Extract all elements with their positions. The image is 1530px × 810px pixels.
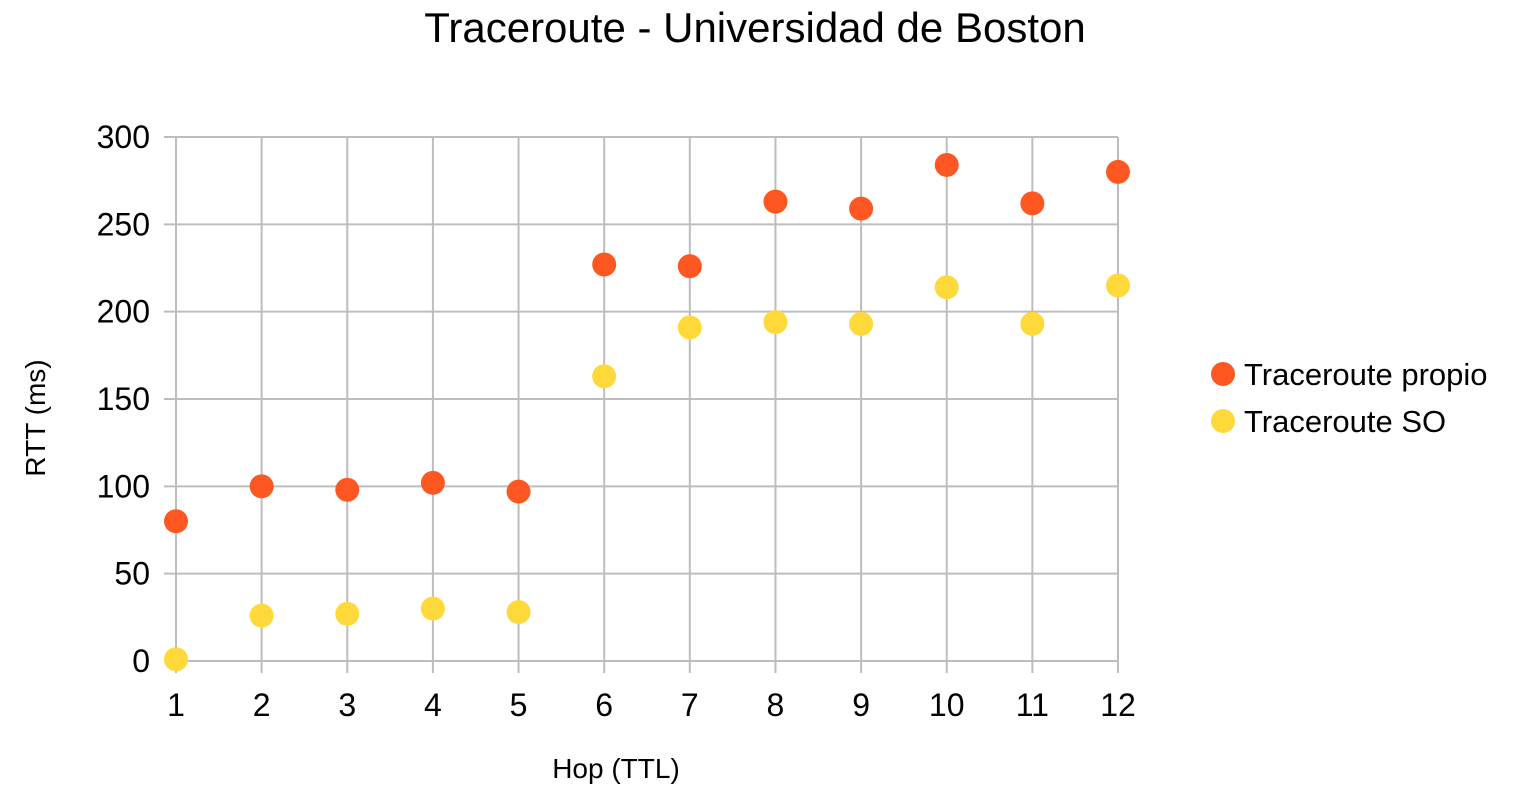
chart-title: Traceroute - Universidad de Boston bbox=[424, 4, 1085, 51]
y-tick-label: 300 bbox=[97, 119, 150, 155]
legend-label: Traceroute propio bbox=[1244, 357, 1488, 392]
data-point bbox=[1020, 191, 1045, 216]
x-tick-label: 5 bbox=[510, 687, 528, 723]
x-tick-label: 9 bbox=[852, 687, 870, 723]
y-tick-label: 100 bbox=[97, 468, 150, 504]
grid bbox=[164, 136, 1119, 673]
x-tick-label: 6 bbox=[595, 687, 613, 723]
x-tick-label: 4 bbox=[424, 687, 442, 723]
data-point bbox=[249, 603, 274, 628]
data-point bbox=[592, 364, 617, 389]
data-point bbox=[506, 600, 531, 625]
y-tick-label: 250 bbox=[97, 206, 150, 242]
legend: Traceroute propio Traceroute SO bbox=[1211, 357, 1488, 439]
data-point bbox=[849, 196, 874, 221]
data-point bbox=[1106, 159, 1130, 184]
data-point bbox=[592, 252, 617, 277]
data-point bbox=[335, 601, 360, 626]
legend-marker bbox=[1211, 362, 1235, 386]
x-tick-label: 3 bbox=[338, 687, 356, 723]
x-tick-label: 8 bbox=[767, 687, 785, 723]
x-axis-title: Hop (TTL) bbox=[552, 753, 680, 784]
x-axis-ticks: 1 2 3 4 5 6 7 8 9 10 11 12 bbox=[167, 687, 1136, 723]
y-tick-label: 150 bbox=[97, 381, 150, 417]
data-point bbox=[677, 254, 702, 279]
data-point bbox=[677, 315, 702, 340]
legend-label: Traceroute SO bbox=[1244, 404, 1446, 439]
data-point bbox=[249, 474, 274, 499]
data-point bbox=[849, 311, 874, 336]
y-tick-label: 50 bbox=[114, 556, 150, 592]
data-point bbox=[1020, 311, 1045, 336]
y-tick-label: 0 bbox=[132, 643, 150, 679]
x-tick-label: 12 bbox=[1100, 687, 1136, 723]
data-point bbox=[420, 596, 445, 621]
data-point bbox=[164, 647, 188, 672]
y-tick-label: 200 bbox=[97, 294, 150, 330]
x-tick-label: 1 bbox=[167, 687, 185, 723]
data-point bbox=[934, 152, 959, 177]
data-point bbox=[420, 470, 445, 495]
data-point bbox=[506, 479, 531, 504]
data-point bbox=[164, 509, 188, 534]
x-tick-label: 7 bbox=[681, 687, 699, 723]
data-point bbox=[1106, 273, 1130, 298]
x-tick-label: 11 bbox=[1016, 687, 1049, 723]
x-tick-label: 2 bbox=[253, 687, 271, 723]
data-point bbox=[335, 477, 360, 502]
y-axis-ticks: 0 50 100 150 200 250 300 bbox=[97, 119, 150, 679]
data-point bbox=[763, 189, 788, 214]
data-point bbox=[934, 275, 959, 300]
legend-marker bbox=[1211, 409, 1235, 433]
x-tick-label: 10 bbox=[929, 687, 965, 723]
data-points bbox=[164, 152, 1130, 672]
data-point bbox=[763, 310, 788, 335]
y-axis-title: RTT (ms) bbox=[20, 359, 51, 476]
